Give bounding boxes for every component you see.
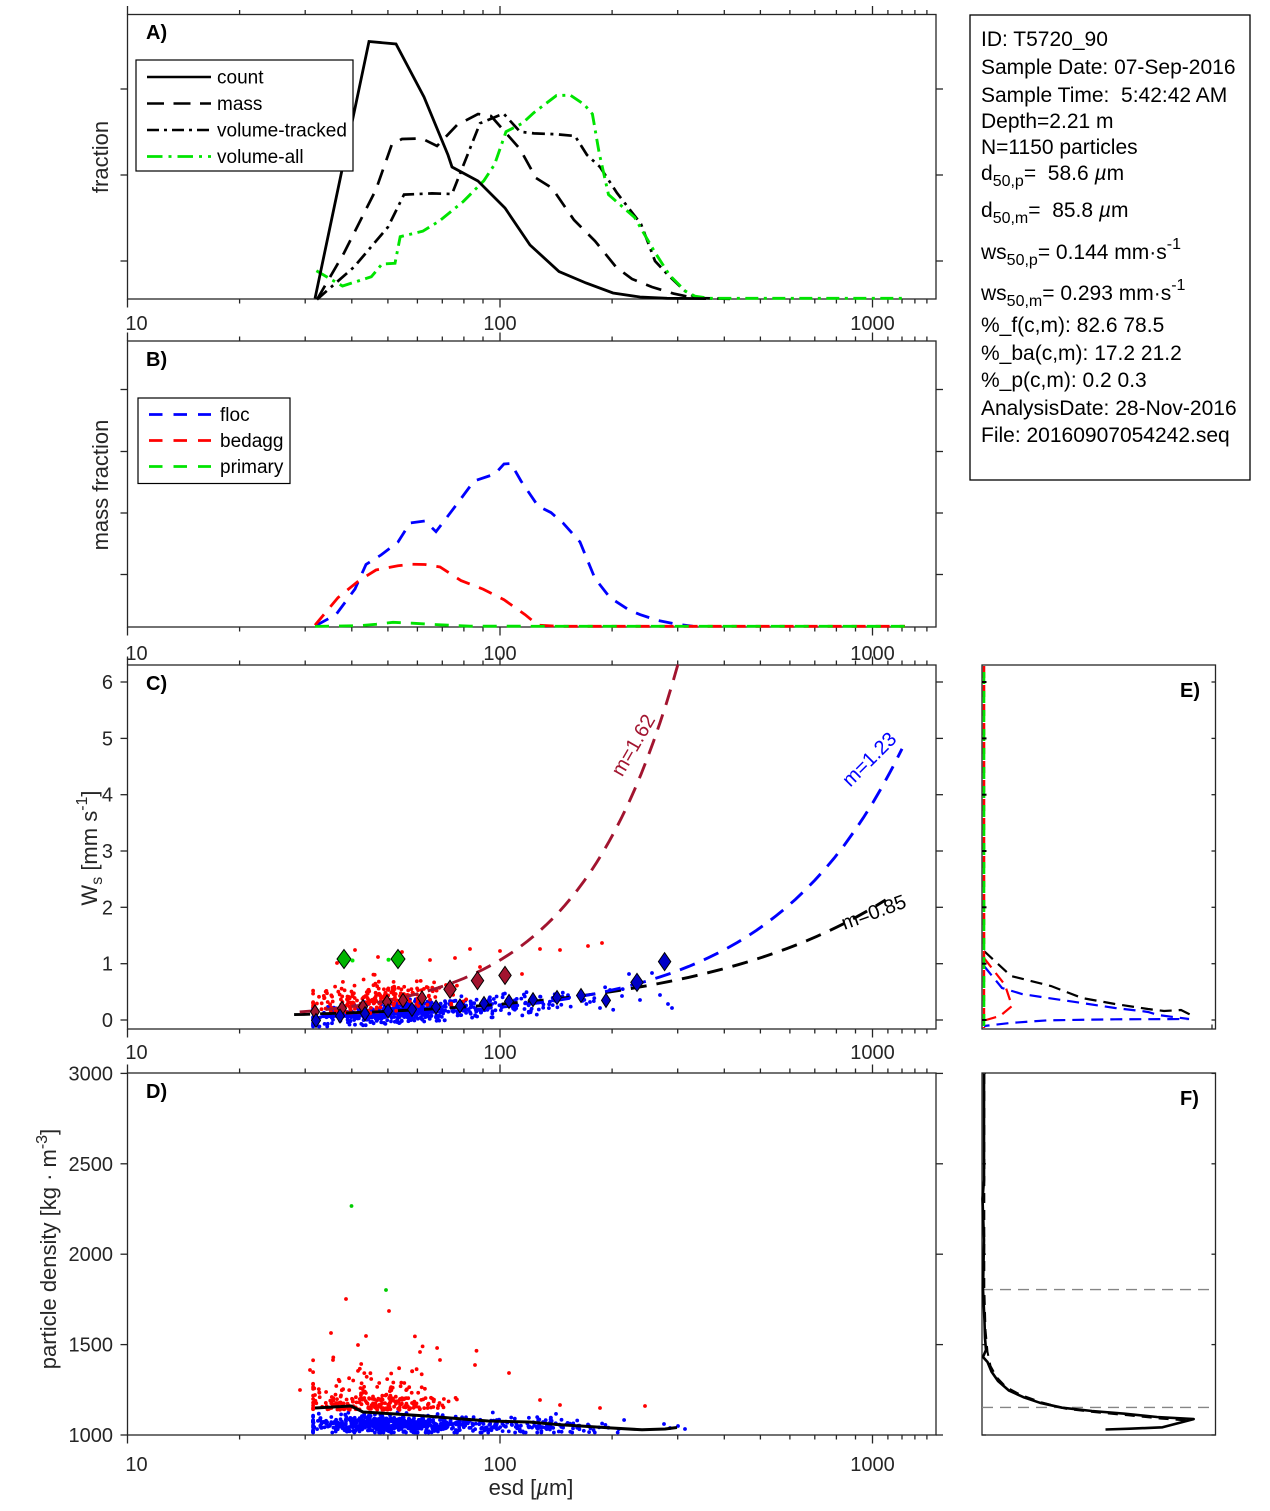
svg-text:Ws [mm s-1]: Ws [mm s-1]	[74, 790, 106, 905]
svg-text:primary: primary	[220, 457, 284, 478]
svg-text:E): E)	[1180, 680, 1200, 702]
svg-text:3000: 3000	[69, 1063, 114, 1085]
svg-text:100: 100	[483, 313, 516, 335]
svg-text:Sample Time: 5:42:42 AM: Sample Time: 5:42:42 AM	[981, 84, 1227, 107]
svg-text:1500: 1500	[69, 1335, 114, 1357]
svg-text:fraction: fraction	[88, 121, 113, 193]
svg-text:mass fraction: mass fraction	[88, 420, 113, 551]
svg-text:A): A)	[146, 22, 167, 44]
svg-text:10: 10	[125, 643, 147, 665]
svg-text:N=1150 particles: N=1150 particles	[981, 136, 1138, 159]
svg-text:100: 100	[483, 1454, 516, 1476]
svg-text:100: 100	[483, 1042, 516, 1064]
svg-text:AnalysisDate: 28-Nov-2016: AnalysisDate: 28-Nov-2016	[981, 397, 1237, 420]
svg-text:B): B)	[146, 349, 167, 371]
svg-text:F): F)	[1180, 1088, 1199, 1110]
svg-text:%_ba(c,m): 17.2 21.2: %_ba(c,m): 17.2 21.2	[981, 342, 1182, 365]
svg-text:ID: T5720_90: ID: T5720_90	[981, 28, 1108, 51]
svg-text:count: count	[217, 68, 264, 89]
svg-text:1000: 1000	[850, 1454, 895, 1476]
svg-text:4: 4	[102, 785, 113, 807]
svg-text:0: 0	[102, 1010, 113, 1032]
svg-text:mass: mass	[217, 94, 262, 115]
svg-text:bedagg: bedagg	[220, 431, 283, 452]
svg-text:volume-tracked: volume-tracked	[217, 121, 347, 142]
svg-text:C): C)	[146, 673, 167, 695]
svg-text:1: 1	[102, 954, 113, 976]
svg-text:10: 10	[125, 313, 147, 335]
svg-text:Depth=2.21 m: Depth=2.21 m	[981, 110, 1114, 133]
svg-text:1000: 1000	[850, 1042, 895, 1064]
svg-text:%_p(c,m): 0.2 0.3: %_p(c,m): 0.2 0.3	[981, 369, 1147, 392]
svg-text:10: 10	[125, 1454, 147, 1476]
svg-text:3: 3	[102, 841, 113, 863]
svg-text:6: 6	[102, 672, 113, 694]
svg-text:5: 5	[102, 728, 113, 750]
svg-text:2500: 2500	[69, 1154, 114, 1176]
svg-text:1000: 1000	[69, 1425, 114, 1447]
svg-text:volume-all: volume-all	[217, 147, 304, 168]
svg-text:particle density [kg · m-3]: particle density [kg · m-3]	[34, 1129, 61, 1369]
svg-text:100: 100	[483, 643, 516, 665]
svg-text:Sample Date: 07-Sep-2016: Sample Date: 07-Sep-2016	[981, 56, 1236, 79]
svg-text:1000: 1000	[850, 643, 895, 665]
svg-text:10: 10	[125, 1042, 147, 1064]
svg-text:floc: floc	[220, 405, 250, 426]
svg-text:2000: 2000	[69, 1244, 114, 1266]
svg-text:D): D)	[146, 1081, 167, 1103]
svg-text:2: 2	[102, 897, 113, 919]
svg-text:File: 20160907054242.seq: File: 20160907054242.seq	[981, 424, 1230, 447]
svg-text:1000: 1000	[850, 313, 895, 335]
svg-text:%_f(c,m): 82.6 78.5: %_f(c,m): 82.6 78.5	[981, 314, 1164, 337]
svg-text:esd [µm]: esd [µm]	[489, 1475, 574, 1500]
